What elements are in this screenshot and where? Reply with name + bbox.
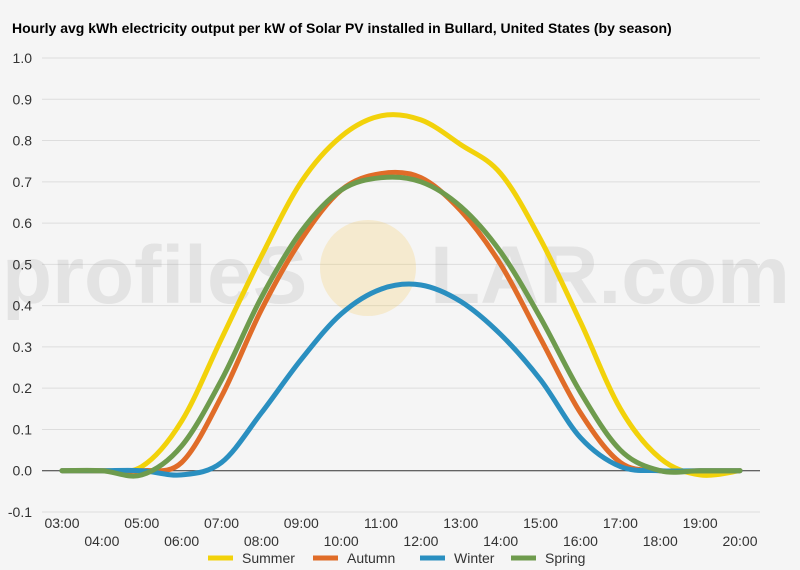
x-tick-label: 10:00 — [324, 533, 359, 549]
x-tick-label: 16:00 — [563, 533, 598, 549]
watermark: profileS LAR.com — [2, 220, 790, 321]
watermark-sun-icon — [320, 220, 416, 316]
x-tick-label: 20:00 — [722, 533, 757, 549]
x-axis: 03:00 04:00 05:00 06:00 07:00 08:00 09:00 10:00… — [44, 515, 757, 549]
x-tick-label: 11:00 — [364, 515, 398, 531]
legend-label-autumn: Autumn — [347, 550, 395, 566]
x-tick-label: 03:00 — [44, 515, 79, 531]
y-axis: -0.1 0.0 0.1 0.2 0.3 0.4 0.5 0.6 0.7 0.8 0.9 1.0 — [8, 50, 32, 520]
x-tick-label: 07:00 — [204, 515, 239, 531]
y-tick-label: 0.8 — [13, 133, 33, 149]
x-tick-label: 08:00 — [244, 533, 279, 549]
x-tick-label: 17:00 — [603, 515, 638, 531]
legend-label-summer: Summer — [242, 550, 295, 566]
series-line-spring — [59, 174, 743, 479]
series-line-winter — [59, 281, 743, 478]
y-tick-label: 0.4 — [13, 298, 33, 314]
x-tick-label: 18:00 — [643, 533, 678, 549]
series-line-summer — [59, 112, 743, 478]
y-tick-label: 0.1 — [13, 421, 33, 437]
series-line-autumn — [59, 169, 743, 474]
series-lines — [59, 112, 743, 479]
legend-label-spring: Spring — [545, 550, 585, 566]
x-tick-label: 13:00 — [443, 515, 478, 531]
x-tick-label: 06:00 — [164, 533, 199, 549]
x-tick-label: 15:00 — [523, 515, 558, 531]
y-tick-label: 0.3 — [13, 339, 33, 355]
x-tick-label: 09:00 — [284, 515, 319, 531]
x-tick-label: 12:00 — [403, 533, 438, 549]
legend: Summer Autumn Winter Spring — [208, 550, 585, 566]
x-tick-label: 19:00 — [683, 515, 718, 531]
legend-label-winter: Winter — [454, 550, 495, 566]
x-tick-label: 05:00 — [124, 515, 159, 531]
chart-title: Hourly avg kWh electricity output per kW… — [12, 20, 672, 36]
y-tick-label: 0.5 — [13, 256, 33, 272]
y-tick-label: 0.6 — [13, 215, 33, 231]
y-tick-label: 1.0 — [13, 50, 33, 66]
x-tick-label: 04:00 — [84, 533, 119, 549]
x-tick-label: 14:00 — [483, 533, 518, 549]
y-tick-label: 0.2 — [13, 380, 33, 396]
grid — [42, 57, 760, 513]
y-tick-label: 0.9 — [13, 91, 33, 107]
y-tick-label: 0.7 — [13, 174, 33, 190]
y-tick-label: 0.0 — [13, 463, 33, 479]
y-tick-label: -0.1 — [8, 504, 32, 520]
